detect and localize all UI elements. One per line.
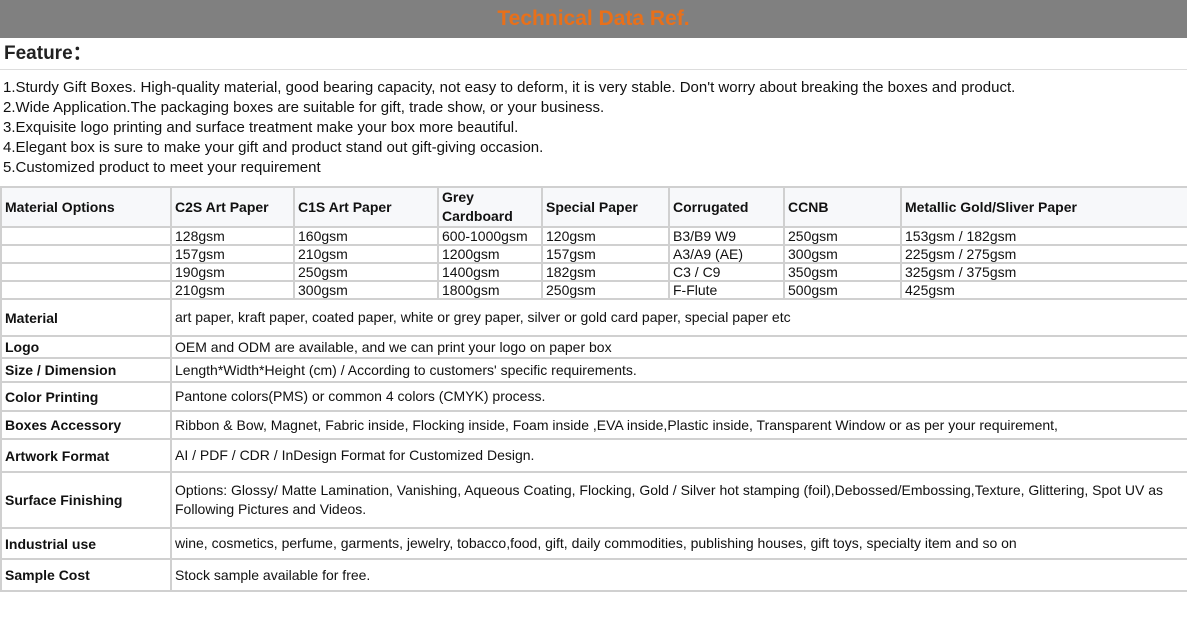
table-cell: 1200gsm bbox=[437, 244, 543, 264]
spec-row: Logo OEM and ODM are available, and we ca… bbox=[0, 335, 1187, 359]
feature-item: 4.Elegant box is sure to make your gift … bbox=[3, 139, 544, 156]
table-cell: 300gsm bbox=[783, 244, 902, 264]
spec-row: Artwork Format AI / PDF / CDR / InDesign … bbox=[0, 438, 1187, 473]
spec-label: Artwork Format bbox=[0, 438, 172, 473]
table-cell: 160gsm bbox=[293, 226, 439, 246]
spec-label: Color Printing bbox=[0, 381, 172, 412]
spec-row: Material art paper, kraft paper, coated p… bbox=[0, 298, 1187, 337]
table-cell: 250gsm bbox=[541, 280, 670, 300]
material-options-header-row: Material Options C2S Art Paper C1S Art Pap… bbox=[0, 186, 1187, 228]
spec-row: Boxes Accessory Ribbon & Bow, Magnet, Fab… bbox=[0, 410, 1187, 440]
table-cell: 300gsm bbox=[293, 280, 439, 300]
table-cell: 210gsm bbox=[170, 280, 295, 300]
spec-row: Industrial use wine, cosmetics, perfume, … bbox=[0, 527, 1187, 560]
table-row: 128gsm 160gsm 600-1000gsm 120gsm B3/B9 W9 250… bbox=[0, 226, 1187, 246]
table-cell: 157gsm bbox=[541, 244, 670, 264]
feature-heading: Feature： bbox=[0, 38, 1187, 70]
column-header: Material Options bbox=[0, 186, 172, 228]
spec-label: Industrial use bbox=[0, 527, 172, 560]
spec-label: Boxes Accessory bbox=[0, 410, 172, 440]
table-cell: 153gsm / 182gsm bbox=[900, 226, 1187, 246]
table-cell bbox=[0, 280, 172, 300]
spec-label: Sample Cost bbox=[0, 558, 172, 592]
spec-value: Options: Glossy/ Matte Lamination, Vanis… bbox=[170, 471, 1187, 529]
spec-value: OEM and ODM are available, and we can pr… bbox=[170, 335, 1187, 359]
table-cell: A3/A9 (AE) bbox=[668, 244, 785, 264]
table-cell: 350gsm bbox=[783, 262, 902, 282]
table-cell: 120gsm bbox=[541, 226, 670, 246]
feature-list: 1.Sturdy Gift Boxes. High-quality materi… bbox=[0, 70, 1187, 186]
spec-table: Material Options C2S Art Paper C1S Art Pap… bbox=[0, 186, 1187, 592]
table-cell bbox=[0, 262, 172, 282]
spec-label: Logo bbox=[0, 335, 172, 359]
table-cell: 210gsm bbox=[293, 244, 439, 264]
table-cell: C3 / C9 bbox=[668, 262, 785, 282]
spec-row: Surface Finishing Options: Glossy/ Matte … bbox=[0, 471, 1187, 529]
spec-value: Ribbon & Bow, Magnet, Fabric inside, Flo… bbox=[170, 410, 1187, 440]
table-row: 157gsm 210gsm 1200gsm 157gsm A3/A9 (AE) 300gs… bbox=[0, 244, 1187, 264]
feature-item: 3.Exquisite logo printing and surface tr… bbox=[3, 119, 519, 136]
spec-label: Size / Dimension bbox=[0, 357, 172, 383]
spec-row: Size / Dimension Length*Width*Height (cm)… bbox=[0, 357, 1187, 383]
column-header: Grey Cardboard bbox=[437, 186, 543, 228]
feature-item: 5.Customized product to meet your requir… bbox=[3, 159, 321, 176]
table-cell: 500gsm bbox=[783, 280, 902, 300]
spec-row: Sample Cost Stock sample available for fr… bbox=[0, 558, 1187, 592]
table-cell: F-Flute bbox=[668, 280, 785, 300]
column-header: Corrugated bbox=[668, 186, 785, 228]
table-cell: 425gsm bbox=[900, 280, 1187, 300]
column-header: Metallic Gold/Sliver Paper bbox=[900, 186, 1187, 228]
page-title: Technical Data Ref. bbox=[497, 7, 690, 30]
table-cell: 325gsm / 375gsm bbox=[900, 262, 1187, 282]
column-header: C2S Art Paper bbox=[170, 186, 295, 228]
spec-value: art paper, kraft paper, coated paper, wh… bbox=[170, 298, 1187, 337]
table-cell: B3/B9 W9 bbox=[668, 226, 785, 246]
spec-value: wine, cosmetics, perfume, garments, jewe… bbox=[170, 527, 1187, 560]
spec-value: AI / PDF / CDR / InDesign Format for Cus… bbox=[170, 438, 1187, 473]
spec-row: Color Printing Pantone colors(PMS) or com… bbox=[0, 381, 1187, 412]
table-row: 210gsm 300gsm 1800gsm 250gsm F-Flute 500gsm 42… bbox=[0, 280, 1187, 300]
table-row: 190gsm 250gsm 1400gsm 182gsm C3 / C9 350gsm 32… bbox=[0, 262, 1187, 282]
table-cell: 1400gsm bbox=[437, 262, 543, 282]
table-cell: 128gsm bbox=[170, 226, 295, 246]
column-header: C1S Art Paper bbox=[293, 186, 439, 228]
table-cell: 225gsm / 275gsm bbox=[900, 244, 1187, 264]
table-cell: 190gsm bbox=[170, 262, 295, 282]
table-cell: 250gsm bbox=[783, 226, 902, 246]
spec-value: Length*Width*Height (cm) / According to … bbox=[170, 357, 1187, 383]
column-header: CCNB bbox=[783, 186, 902, 228]
spec-value: Stock sample available for free. bbox=[170, 558, 1187, 592]
table-cell: 1800gsm bbox=[437, 280, 543, 300]
spec-label: Surface Finishing bbox=[0, 471, 172, 529]
table-cell bbox=[0, 244, 172, 264]
feature-item: 1.Sturdy Gift Boxes. High-quality materi… bbox=[3, 79, 1016, 96]
title-bar: Technical Data Ref. bbox=[0, 0, 1187, 38]
feature-item: 2.Wide Application.The packaging boxes a… bbox=[3, 99, 605, 116]
column-header: Special Paper bbox=[541, 186, 670, 228]
table-cell bbox=[0, 226, 172, 246]
table-cell: 600-1000gsm bbox=[437, 226, 543, 246]
spec-label: Material bbox=[0, 298, 172, 337]
table-cell: 250gsm bbox=[293, 262, 439, 282]
spec-value: Pantone colors(PMS) or common 4 colors (… bbox=[170, 381, 1187, 412]
table-cell: 182gsm bbox=[541, 262, 670, 282]
table-cell: 157gsm bbox=[170, 244, 295, 264]
